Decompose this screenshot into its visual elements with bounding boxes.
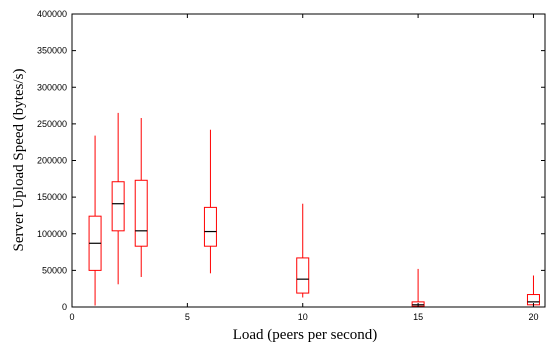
x-tick-label: 0 [69, 312, 74, 322]
x-tick-label: 10 [298, 312, 308, 322]
y-tick-label: 100000 [37, 229, 67, 239]
x-tick-label: 5 [185, 312, 190, 322]
box-iqr [203, 206, 217, 247]
box-group-15 [411, 268, 425, 307]
y-tick-label: 350000 [37, 46, 67, 56]
boxes-layer [88, 112, 540, 307]
y-tick-label: 250000 [37, 119, 67, 129]
x-tick-label: 15 [413, 312, 423, 322]
box-group-1 [88, 135, 102, 306]
x-tick-label: 20 [528, 312, 538, 322]
ticks-layer: 0 50000 100000 150000 200000 250000 300000 3500… [37, 9, 545, 322]
box-group-10 [296, 203, 310, 298]
y-axis-label: Server Upload Speed (bytes/s) [11, 69, 27, 252]
plot-frame [71, 13, 546, 308]
box-group-2 [111, 112, 125, 285]
box-iqr [296, 257, 310, 294]
y-tick-label: 300000 [37, 82, 67, 92]
y-tick-label: 400000 [37, 9, 67, 19]
box-group-6 [203, 129, 217, 274]
box-iqr [111, 181, 125, 232]
box-group-20 [526, 275, 540, 307]
y-tick-label: 200000 [37, 156, 67, 166]
box-iqr [134, 179, 148, 247]
y-tick-label: 150000 [37, 192, 67, 202]
x-axis-label: Load (peers per second) [233, 327, 378, 343]
y-tick-label: 50000 [42, 265, 67, 275]
box-group-3 [134, 118, 148, 277]
y-tick-label: 0 [62, 302, 67, 312]
